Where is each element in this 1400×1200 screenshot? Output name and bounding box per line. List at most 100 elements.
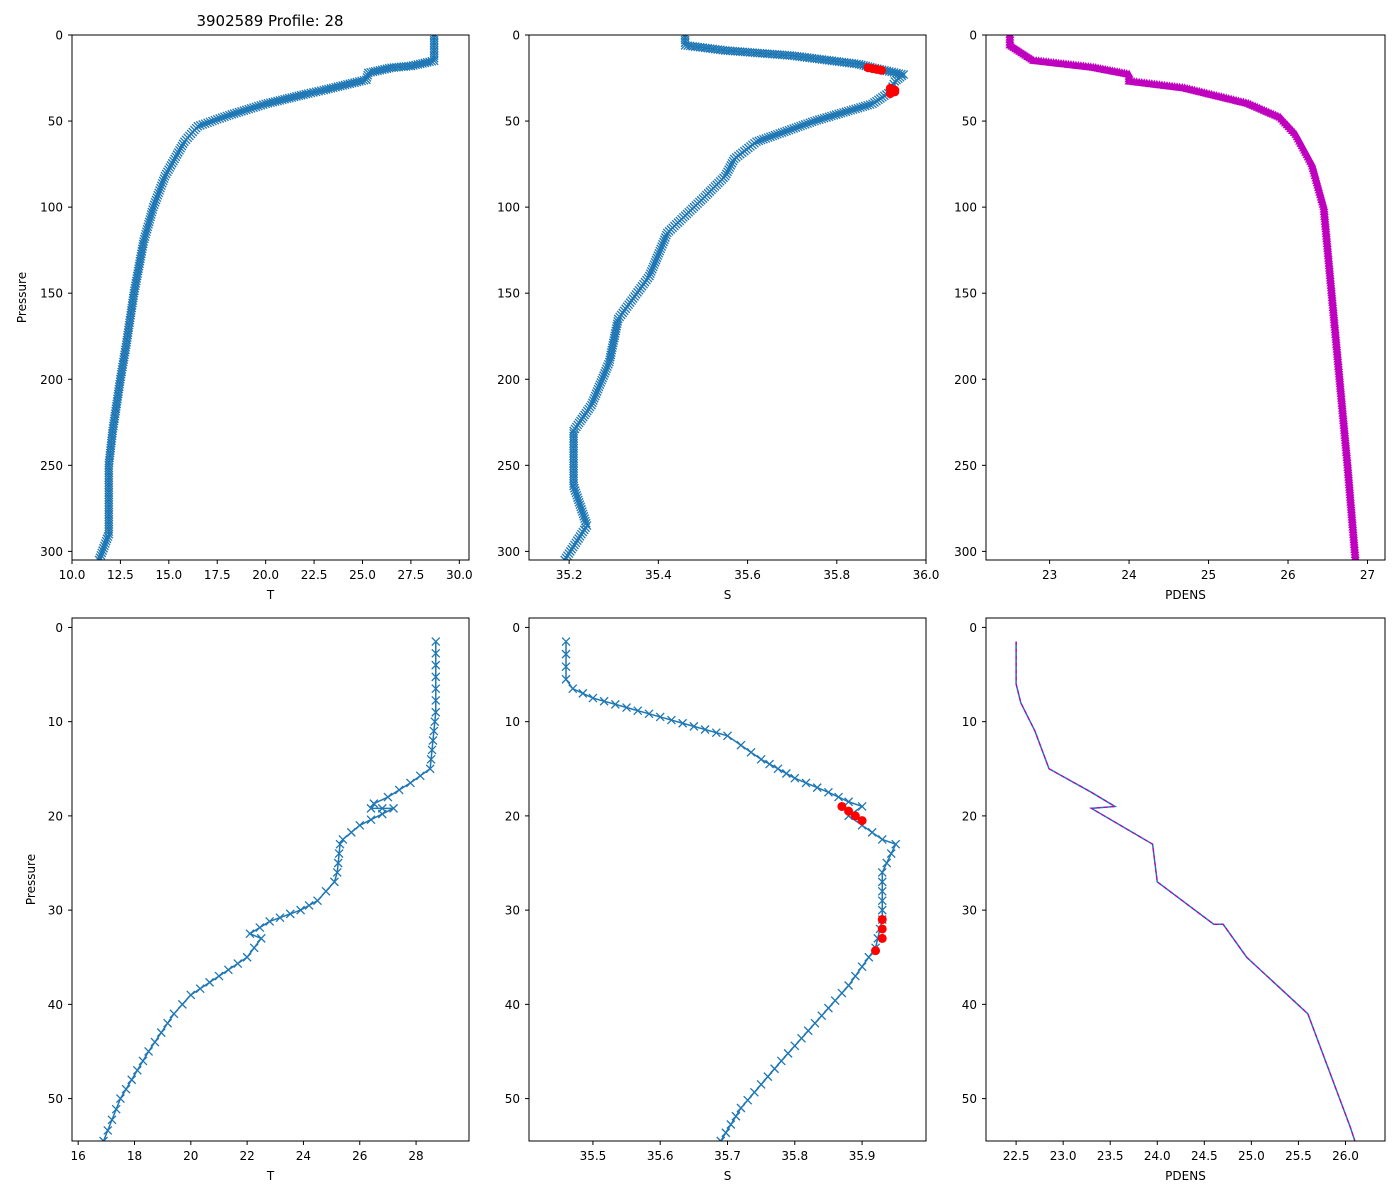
data-point bbox=[233, 959, 243, 968]
data-point bbox=[725, 163, 735, 173]
data-point bbox=[844, 797, 854, 807]
data-point bbox=[588, 693, 598, 703]
chart-top-density: 23 24 25 26 27 0 50 100 150 200 250 300 PDENS bbox=[954, 29, 1386, 602]
data-point bbox=[791, 123, 801, 133]
data-point bbox=[653, 251, 663, 261]
data-point bbox=[111, 1104, 121, 1114]
data-point bbox=[377, 809, 387, 819]
y-tick-label: 30 bbox=[962, 904, 977, 918]
data-point bbox=[560, 555, 570, 560]
data-point bbox=[94, 555, 104, 560]
data-point bbox=[829, 110, 839, 120]
data-point bbox=[721, 169, 731, 179]
data-point bbox=[142, 224, 152, 234]
series-pdens bbox=[1005, 35, 1360, 560]
data-point bbox=[729, 154, 739, 164]
data-point bbox=[158, 176, 168, 186]
flagged-point bbox=[871, 946, 881, 956]
data-point bbox=[249, 103, 259, 113]
data-point bbox=[783, 1048, 793, 1058]
x-tick-label: 24 bbox=[296, 1149, 311, 1163]
y-tick-label: 10 bbox=[505, 715, 520, 729]
series-flagged bbox=[863, 63, 900, 99]
data-point bbox=[819, 113, 829, 123]
data-point bbox=[877, 896, 887, 906]
data-point bbox=[858, 102, 868, 112]
data-point bbox=[138, 1056, 148, 1066]
data-point bbox=[731, 1111, 741, 1121]
flagged-point bbox=[837, 801, 847, 811]
data-point bbox=[812, 783, 822, 793]
data-point bbox=[597, 375, 607, 385]
data-point bbox=[864, 952, 874, 962]
data-point bbox=[568, 684, 578, 694]
data-point bbox=[431, 648, 441, 658]
data-point bbox=[171, 152, 181, 162]
data-point bbox=[817, 1011, 827, 1021]
x-tick-label: 26.0 bbox=[1332, 1149, 1359, 1163]
x-tick-label: 16 bbox=[71, 1149, 86, 1163]
y-tick-label: 250 bbox=[40, 459, 63, 473]
y-tick-label: 200 bbox=[497, 373, 520, 387]
data-point bbox=[169, 1009, 179, 1019]
data-point bbox=[214, 971, 224, 981]
x-tick-label: 35.4 bbox=[645, 568, 672, 582]
data-point bbox=[366, 803, 376, 813]
data-point bbox=[103, 532, 113, 541]
data-point bbox=[765, 132, 775, 142]
data-point bbox=[149, 200, 159, 210]
data-point bbox=[655, 712, 665, 722]
data-point bbox=[877, 834, 887, 844]
data-point bbox=[431, 707, 441, 717]
data-point bbox=[405, 778, 415, 788]
x-tick-label: 12.5 bbox=[107, 568, 134, 582]
data-point bbox=[599, 696, 609, 706]
data-point bbox=[726, 1120, 736, 1129]
data-point bbox=[156, 181, 166, 191]
data-point bbox=[777, 128, 787, 138]
data-point bbox=[246, 103, 256, 113]
data-point bbox=[886, 849, 896, 859]
data-point bbox=[256, 933, 266, 943]
data-point bbox=[810, 116, 819, 126]
data-point bbox=[311, 87, 321, 97]
data-point bbox=[604, 357, 614, 367]
data-point bbox=[877, 905, 887, 915]
data-point bbox=[431, 637, 441, 647]
data-point bbox=[304, 900, 314, 910]
data-point bbox=[850, 971, 860, 981]
data-point bbox=[430, 717, 440, 727]
data-point bbox=[790, 1041, 800, 1051]
data-point bbox=[561, 637, 571, 647]
axes-frame bbox=[985, 617, 1386, 1142]
data-point bbox=[96, 550, 106, 560]
data-point bbox=[101, 536, 111, 546]
data-point bbox=[656, 244, 666, 254]
data-point bbox=[649, 260, 659, 270]
data-point bbox=[205, 117, 215, 127]
y-tick-label: 50 bbox=[505, 1092, 520, 1106]
data-point bbox=[162, 167, 172, 177]
series-s bbox=[560, 35, 909, 560]
data-point bbox=[332, 867, 342, 877]
data-point bbox=[308, 87, 318, 97]
flagged-point bbox=[877, 924, 887, 934]
chart-bottom-density: 22.5 23.0 23.5 24.0 24.5 25.0 25.5 26.0 0 10 20 30 4… bbox=[962, 617, 1386, 1183]
data-point bbox=[770, 130, 780, 140]
y-tick-label: 50 bbox=[962, 1092, 977, 1106]
data-point bbox=[810, 1018, 820, 1028]
data-point bbox=[848, 105, 858, 115]
x-tick-label: 27.5 bbox=[398, 568, 425, 582]
data-point bbox=[651, 255, 661, 265]
data-point bbox=[877, 886, 887, 896]
data-point bbox=[313, 896, 322, 906]
data-point bbox=[140, 232, 150, 242]
data-point bbox=[591, 389, 601, 399]
y-tick-label: 200 bbox=[954, 373, 977, 387]
data-point bbox=[587, 398, 597, 408]
data-point bbox=[173, 148, 183, 157]
data-point bbox=[148, 205, 158, 215]
data-point bbox=[711, 728, 721, 738]
data-point bbox=[314, 86, 324, 96]
data-point bbox=[159, 174, 169, 183]
